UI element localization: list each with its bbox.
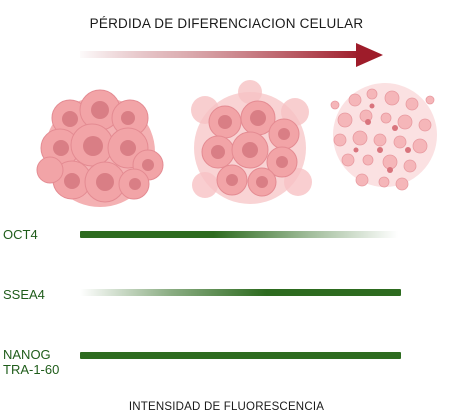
bar-ssea4 [80, 289, 401, 296]
axis-label: INTENSIDAD DE FLUORESCENCIA [128, 401, 325, 413]
bar-oct4 [80, 231, 398, 238]
marker-label-oct4: OCT4 [3, 227, 38, 242]
bar-nanog-tra160 [80, 352, 401, 359]
marker-label-nanog-tra160: NANOG TRA-1-60 [3, 347, 60, 377]
compact-colony-icon [36, 89, 164, 207]
figure-title: PÉRDIDA DE DIFERENCIACION CELULAR [89, 16, 364, 31]
progression-arrow-icon [80, 43, 383, 67]
colony-illustrations [36, 80, 437, 207]
dissociated-colony-icon [330, 83, 437, 191]
loosening-colony-icon [191, 80, 312, 204]
marker-label-ssea4: SSEA4 [3, 287, 45, 302]
